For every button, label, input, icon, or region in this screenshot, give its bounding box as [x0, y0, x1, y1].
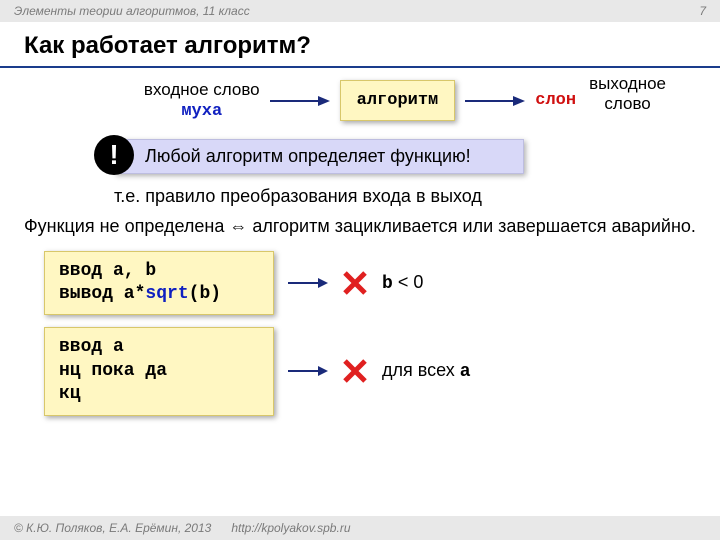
footer-url: http://kpolyakov.spb.ru — [231, 516, 350, 540]
exclamation-icon: ! — [94, 135, 134, 175]
course-label: Элементы теории алгоритмов, 11 класс — [14, 0, 250, 22]
arrow-icon — [288, 276, 328, 290]
cross-icon — [342, 358, 368, 384]
example-2: ввод a нц пока да кц для всех a — [44, 327, 696, 415]
paragraph-2: Функция не определена ⇔ алгоритм зацикли… — [24, 214, 696, 238]
output-label: выходное слово — [589, 74, 666, 113]
input-block: входное слово муха — [144, 80, 260, 121]
title-underline — [0, 66, 720, 68]
cross-icon — [342, 270, 368, 296]
output-block: слон — [535, 91, 576, 110]
code-line: вывод a* — [59, 284, 145, 304]
paragraph-1: т.е. правило преобразования входа в выхо… — [24, 184, 696, 208]
slide-content: входное слово муха алгоритм слон выходно… — [0, 80, 720, 416]
callout-text: Любой алгоритм определяет функцию! — [114, 139, 524, 174]
condition-1: b < 0 — [382, 272, 423, 294]
cond-var: b — [382, 274, 393, 294]
code-line: ввод a — [59, 337, 124, 357]
cond-text: для всех — [382, 360, 460, 380]
input-word: муха — [181, 102, 222, 121]
output-word: слон — [535, 91, 576, 110]
cond-op: < 0 — [393, 272, 424, 292]
slide-footer: © К.Ю. Поляков, Е.А. Ерёмин, 2013 http:/… — [0, 516, 720, 540]
code-sqrt: sqrt — [145, 284, 188, 304]
input-label: входное слово — [144, 80, 260, 100]
arrow-icon — [465, 94, 525, 108]
slide-header: Элементы теории алгоритмов, 11 класс 7 — [0, 0, 720, 22]
code-line: ввод a, b — [59, 261, 156, 281]
condition-2: для всех a — [382, 360, 471, 382]
example-1: ввод a, b вывод a*sqrt(b) b < 0 — [44, 251, 696, 316]
algorithm-box: алгоритм — [340, 80, 456, 121]
code-line: нц пока да — [59, 361, 167, 381]
slide-title: Как работает алгоритм? — [0, 22, 720, 66]
arrow-icon — [288, 364, 328, 378]
algorithm-diagram: входное слово муха алгоритм слон выходно… — [24, 80, 696, 121]
code-line: (b) — [189, 284, 221, 304]
page-number: 7 — [699, 0, 706, 22]
copyright: © К.Ю. Поляков, Е.А. Ерёмин, 2013 — [14, 516, 211, 540]
code-box-2: ввод a нц пока да кц — [44, 327, 274, 415]
arrow-icon — [270, 94, 330, 108]
code-box-1: ввод a, b вывод a*sqrt(b) — [44, 251, 274, 316]
callout: Любой алгоритм определяет функцию! ! — [114, 139, 696, 174]
cond-var: a — [460, 362, 471, 382]
code-line: кц — [59, 384, 81, 404]
